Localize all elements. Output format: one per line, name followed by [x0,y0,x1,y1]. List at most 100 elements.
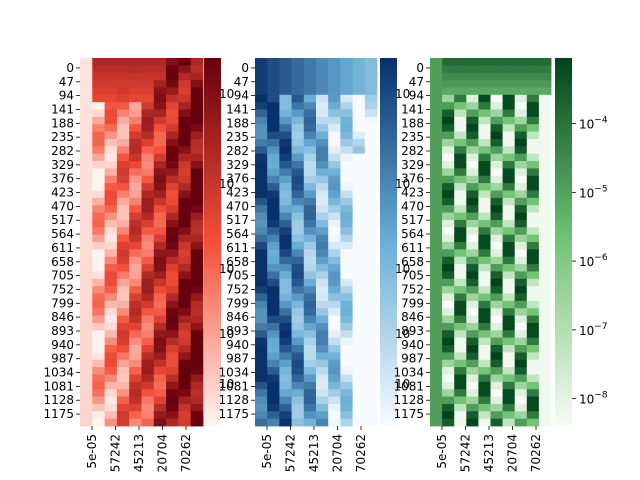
heatmap-cell [454,352,467,361]
heatmap-cell [255,300,268,309]
heatmap-cell [316,389,329,397]
heatmap-cell [129,374,142,383]
y-tick-label: 517 [401,213,424,227]
heatmap-cell [178,403,192,412]
heatmap-cell [430,308,443,316]
heatmap-cell [526,242,540,250]
heatmap-cell [141,242,155,250]
heatmap-cell [116,271,130,280]
heatmap-cell [514,411,528,420]
x-tick-label: 45213 [482,434,496,472]
y-tick-label: 47 [59,75,74,89]
heatmap-cell [116,234,130,243]
heatmap-cell [526,403,540,412]
heatmap-cell [328,271,341,280]
heatmap-cell [104,418,118,427]
heatmap-cell [291,242,305,250]
heatmap-cell [502,219,516,228]
heatmap-cell [514,293,528,302]
x-tick-labels: 5e-05 57242 45213 20704 70262 [85,426,193,472]
heatmap-cell [364,249,378,258]
heatmap-cell [316,227,329,236]
heatmap-cell [442,300,455,309]
heatmap-cell [526,124,540,132]
heatmap-cell [279,264,292,272]
heatmap-cell [514,124,528,132]
heatmap-cell [490,249,503,258]
heatmap-cell [166,322,179,331]
heatmap-cell [153,161,167,169]
heatmap-cell [352,374,366,383]
heatmap-cell [538,367,552,375]
heatmap-cell [352,286,366,294]
heatmap-cell [291,131,305,140]
heatmap-cell [454,72,467,81]
heatmap-cell [502,293,516,302]
heatmap-cell [255,242,268,250]
heatmap-cell [526,374,540,383]
heatmap-cell [166,315,179,324]
heatmap-cell [316,359,329,368]
heatmap-cell [526,411,540,420]
heatmap-cell [328,381,341,390]
heatmap-cell [328,183,341,191]
heatmap-cell [104,411,118,420]
heatmap-cell [303,65,317,74]
heatmap-cell [267,396,280,405]
heatmap-cell [255,249,268,258]
heatmap-cell [104,389,118,397]
heatmap-cell [502,300,516,309]
heatmap-cell [129,65,142,74]
heatmap-cell [526,367,540,375]
heatmap-cell [442,352,455,361]
heatmap-cell [267,322,280,331]
heatmap-cell [80,102,93,110]
heatmap-cell [478,411,491,420]
heatmap-cell [129,396,142,405]
heatmap-cell [255,183,268,191]
heatmap-cell [129,242,142,250]
heatmap-cell [153,94,167,103]
y-tick-label: 1081 [393,379,424,393]
heatmap-cell [364,58,378,66]
heatmap-cell [430,264,443,272]
heatmap-cell [502,212,516,221]
heatmap-cell [141,175,155,184]
heatmap-cell [340,65,353,74]
heatmap-cell [190,352,204,361]
heatmap-cell [116,124,130,132]
heatmap-cell [129,102,142,110]
heatmap-cell [490,116,503,125]
y-tick-labels: 0479414118823528232937642347051756461165… [393,61,430,421]
heatmap-cell [153,411,167,420]
heatmap-cell [514,197,528,206]
heatmap-cell [430,161,443,169]
heatmap-cell [255,146,268,155]
heatmap-cell [478,271,491,280]
heatmap-cell [454,146,467,155]
heatmap-cell [478,242,491,250]
heatmap-cell [538,234,552,243]
heatmap-cell [80,94,93,103]
heatmap-cell [502,65,516,74]
heatmap-cell [502,374,516,383]
y-tick-label: 376 [226,172,249,186]
heatmap-cell [340,337,353,346]
y-tick-label: 94 [234,89,249,103]
heatmap-cell [291,183,305,191]
y-tick-label: 470 [401,199,424,213]
x-tick-label: 57242 [284,434,298,472]
heatmap-cell [303,234,317,243]
heatmap-cell [442,116,455,125]
heatmap-cell [80,219,93,228]
colorbar-gradient [380,58,397,426]
heatmap-cell [466,389,479,397]
heatmap-cell [291,153,305,162]
heatmap-cell [466,337,479,346]
heatmap-cell [92,72,105,81]
heatmap-cell [442,374,455,383]
heatmap-cell [153,138,167,147]
heatmap-cell [303,330,317,339]
heatmap-cell [490,389,503,397]
heatmap-cell [340,58,353,66]
